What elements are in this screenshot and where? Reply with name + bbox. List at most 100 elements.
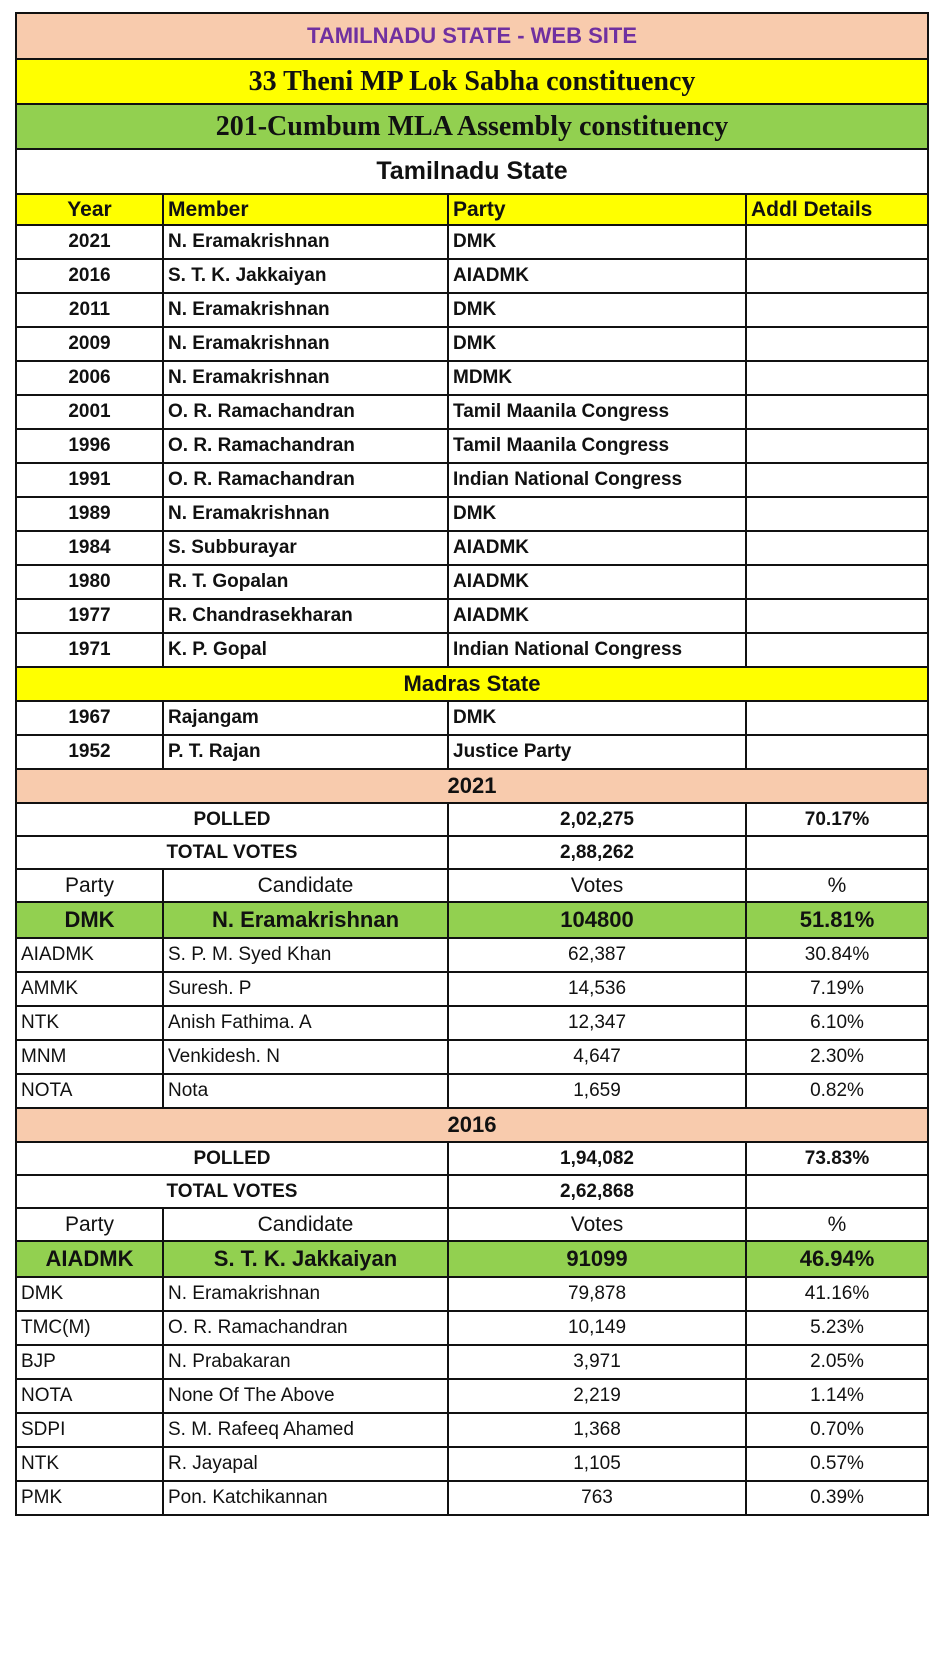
candidate-header-row: Party Candidate Votes% — [15, 1207, 930, 1242]
candidate-row: AIADMK S. P. M. Syed Khan 62,387 30.84% — [15, 937, 930, 973]
member-name: N. Eramakrishnan — [162, 360, 449, 396]
member-year: 2011 — [15, 292, 164, 328]
member-party: AIADMK — [447, 564, 747, 600]
member-row: 2011 N. Eramakrishnan DMK — [15, 292, 930, 328]
candidate-votes: 10,149 — [447, 1310, 747, 1346]
election-year-row: 2016 — [14, 1107, 930, 1143]
members-header-row: Year Member Party Addl Details — [15, 193, 930, 226]
candidate-votes: 62,387 — [447, 937, 747, 973]
member-details — [744, 360, 930, 396]
candidate-percent: 0.70% — [744, 1412, 930, 1448]
candidate-row: SDPI S. M. Rafeeq Ahamed 1,368 0.70% — [15, 1412, 930, 1448]
member-party: DMK — [447, 700, 747, 736]
winner-row: AIADMK S. T. K. Jakkaiyan 91099 46.94% — [15, 1240, 930, 1278]
candidate-row: DMK N. Eramakrishnan 79,878 41.16% — [15, 1276, 930, 1312]
member-name: K. P. Gopal — [162, 632, 449, 668]
member-name: O. R. Ramachandran — [162, 462, 449, 498]
header-candidate: Candidate — [162, 1207, 449, 1242]
member-row: 1996 O. R. Ramachandran Tamil Maanila Cong… — [15, 428, 930, 464]
member-year: 2001 — [15, 394, 164, 430]
member-details — [744, 292, 930, 328]
member-party: DMK — [447, 496, 747, 532]
candidate-party: AIADMK — [15, 937, 164, 973]
polled-label: POLLED — [15, 802, 449, 837]
header-votes: Votes — [447, 1207, 747, 1242]
candidate-percent: 0.57% — [744, 1446, 930, 1482]
candidate-party: NOTA — [15, 1073, 164, 1109]
member-year: 1952 — [15, 734, 164, 770]
total-votes-empty — [744, 835, 930, 870]
polled-percent: 73.83% — [744, 1141, 930, 1176]
member-details — [744, 530, 930, 566]
member-details — [744, 428, 930, 464]
member-name: O. R. Ramachandran — [162, 428, 449, 464]
winner-votes: 104800 — [447, 901, 747, 939]
member-row: 1967 Rajangam DMK — [15, 700, 930, 736]
election-year: 2021 — [14, 768, 930, 804]
winner-candidate: N. Eramakrishnan — [162, 901, 449, 939]
winner-pct: 51.81% — [744, 901, 930, 939]
winner-party: DMK — [15, 901, 164, 939]
member-party: Tamil Maanila Congress — [447, 394, 747, 430]
member-party: Indian National Congress — [447, 632, 747, 668]
candidate-name: O. R. Ramachandran — [162, 1310, 449, 1346]
member-year: 2006 — [15, 360, 164, 396]
member-year: 1996 — [15, 428, 164, 464]
member-details — [744, 326, 930, 362]
candidate-votes: 1,105 — [447, 1446, 747, 1482]
candidate-name: Pon. Katchikannan — [162, 1480, 449, 1516]
winner-row: DMK N. Eramakrishnan 104800 51.81% — [15, 901, 930, 939]
total-votes-value: 2,88,262 — [447, 835, 747, 870]
candidate-votes: 2,219 — [447, 1378, 747, 1414]
candidate-percent: 41.16% — [744, 1276, 930, 1312]
candidate-name: Anish Fathima. A — [162, 1005, 449, 1041]
candidate-name: Suresh. P — [162, 971, 449, 1007]
candidate-party: PMK — [15, 1480, 164, 1516]
member-row: 1977 R. Chandrasekharan AIADMK — [15, 598, 930, 634]
member-details — [744, 224, 930, 260]
candidate-percent: 2.05% — [744, 1344, 930, 1380]
candidate-name: S. P. M. Syed Khan — [162, 937, 449, 973]
candidate-percent: 2.30% — [744, 1039, 930, 1075]
candidate-name: N. Eramakrishnan — [162, 1276, 449, 1312]
member-row: 2006 N. Eramakrishnan MDMK — [15, 360, 930, 396]
member-name: R. Chandrasekharan — [162, 598, 449, 634]
candidate-row: NTK R. Jayapal 1,105 0.57% — [15, 1446, 930, 1482]
candidate-party: BJP — [15, 1344, 164, 1380]
candidate-votes: 763 — [447, 1480, 747, 1516]
header-member: Member — [162, 193, 449, 226]
candidate-row: MNM Venkidesh. N 4,647 2.30% — [15, 1039, 930, 1075]
member-party: MDMK — [447, 360, 747, 396]
total-votes-row: TOTAL VOTES 2,88,262 — [15, 835, 930, 870]
member-details — [744, 632, 930, 668]
candidate-name: Nota — [162, 1073, 449, 1109]
candidate-name: N. Prabakaran — [162, 1344, 449, 1380]
candidate-row: PMK Pon. Katchikannan 763 0.39% — [15, 1480, 930, 1516]
header-party: Party — [15, 1207, 164, 1242]
member-year: 2021 — [15, 224, 164, 260]
member-year: 1980 — [15, 564, 164, 600]
member-row: 1952 P. T. Rajan Justice Party — [15, 734, 930, 770]
member-name: Rajangam — [162, 700, 449, 736]
madras-heading: Madras State — [14, 666, 930, 702]
candidate-name: R. Jayapal — [162, 1446, 449, 1482]
member-details — [744, 462, 930, 498]
polled-row: POLLED 1,94,082 73.83% — [15, 1141, 930, 1176]
winner-votes: 91099 — [447, 1240, 747, 1278]
candidate-party: NOTA — [15, 1378, 164, 1414]
header-details: Addl Details — [744, 193, 930, 226]
member-details — [744, 734, 930, 770]
candidate-name: Venkidesh. N — [162, 1039, 449, 1075]
member-party: Justice Party — [447, 734, 747, 770]
member-party: DMK — [447, 292, 747, 328]
total-votes-value: 2,62,868 — [447, 1174, 747, 1209]
candidate-row: NOTA Nota 1,659 0.82% — [15, 1073, 930, 1109]
header-candidate: Candidate — [162, 868, 449, 903]
header-pct: % — [744, 868, 930, 903]
member-party: AIADMK — [447, 530, 747, 566]
header-year: Year — [15, 193, 164, 226]
candidate-party: NTK — [15, 1005, 164, 1041]
polled-row: POLLED 2,02,275 70.17% — [15, 802, 930, 837]
candidate-votes: 1,368 — [447, 1412, 747, 1448]
member-row: 1980 R. T. Gopalan AIADMK — [15, 564, 930, 600]
